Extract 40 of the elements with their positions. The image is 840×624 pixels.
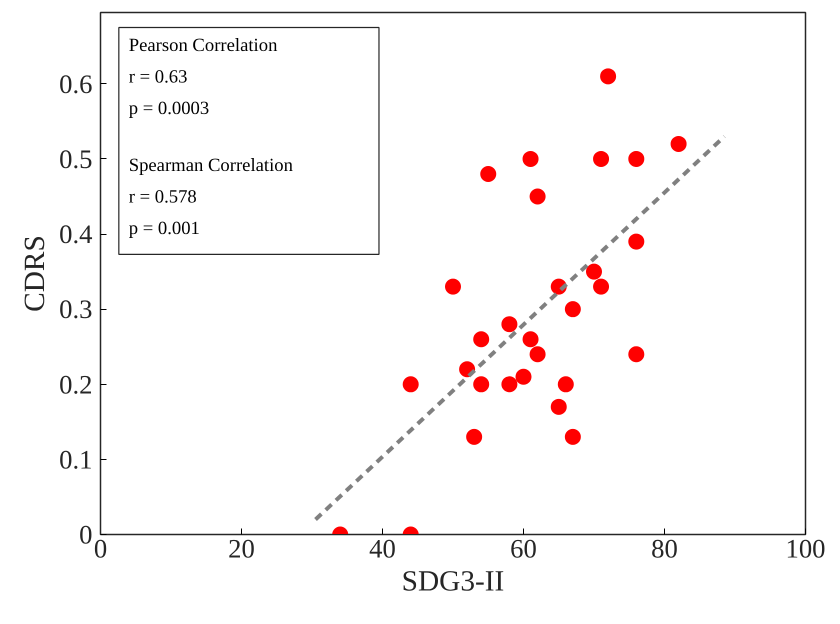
y-axis-title: CDRS: [19, 235, 52, 312]
x-tick-label: 80: [651, 534, 678, 564]
point: [628, 346, 644, 362]
point: [501, 316, 518, 332]
x-tick-label: 100: [786, 534, 826, 564]
point: [473, 331, 490, 348]
x-tick-label: 60: [510, 534, 537, 564]
y-tick-label: 0.3: [59, 294, 93, 324]
point: [522, 331, 539, 348]
point: [586, 264, 602, 280]
x-tick-label: 40: [369, 534, 396, 564]
annotation: Spearman Correlation r = 0.578 p = 0.001: [128, 155, 294, 240]
point: [564, 428, 581, 445]
x-axis-title: SDG3-II: [402, 566, 504, 598]
point: [522, 150, 539, 167]
y-tick-label: 0.4: [59, 219, 93, 250]
point: [628, 234, 644, 250]
point: [501, 376, 518, 392]
point: [593, 150, 610, 167]
point: [402, 376, 419, 392]
y-tick-label: 0.1: [59, 444, 93, 474]
y-tick-label: 0.6: [59, 68, 93, 99]
point: [558, 376, 574, 392]
point: [628, 150, 644, 167]
point: [445, 278, 461, 295]
point: [473, 376, 490, 392]
point: [466, 428, 482, 445]
point: [593, 278, 610, 295]
point: [530, 346, 546, 362]
point: [670, 136, 687, 152]
annotation: Pearson Correlation r = 0.63 p = 0.0003: [128, 35, 278, 120]
point: [600, 68, 616, 84]
y-tick-label: 0.5: [59, 144, 93, 174]
point: [550, 398, 567, 415]
point: [530, 188, 546, 204]
point: [516, 368, 532, 385]
point: [480, 166, 496, 182]
point: [564, 301, 581, 318]
y-tick-label: 0.2: [59, 369, 93, 400]
x-tick-label: 20: [228, 534, 255, 564]
